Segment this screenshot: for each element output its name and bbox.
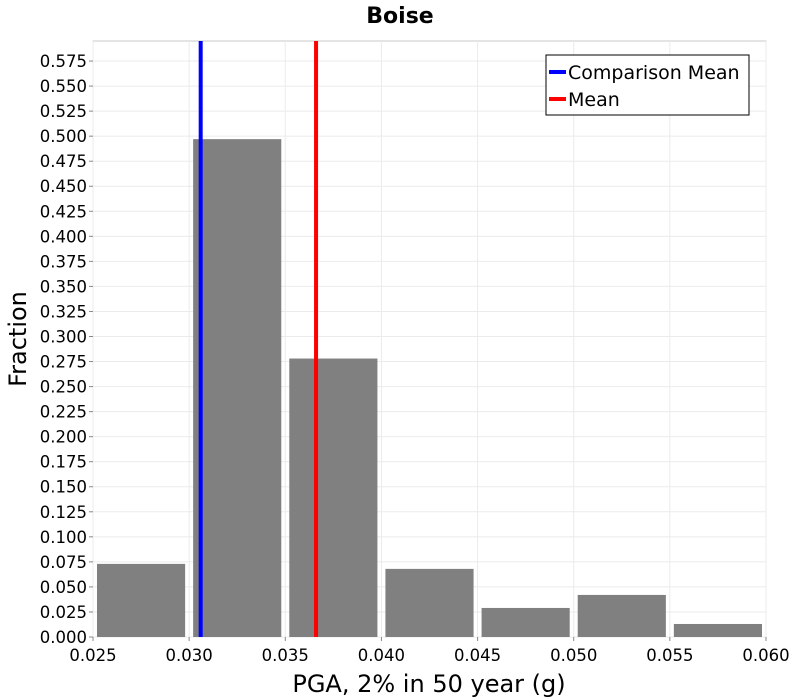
y-tick-label: 0.000 [40,628,87,647]
x-tick-label: 0.035 [262,646,309,665]
y-tick-label: 0.300 [40,327,87,346]
histogram-bar [577,594,666,637]
reference-lines [198,41,319,637]
y-tick-label: 0.525 [40,102,87,121]
x-tick-label: 0.030 [166,646,213,665]
x-axis-label: PGA, 2% in 50 year (g) [292,670,565,698]
y-tick-label: 0.475 [40,152,87,171]
y-axis-ticks: 0.000 0.025 0.050 0.075 0.100 0.125 0.150 0.175… [40,52,93,647]
y-tick-label: 0.050 [40,578,87,597]
y-tick-label: 0.575 [40,52,87,71]
y-tick-label: 0.375 [40,252,87,271]
histogram-bar [289,358,378,637]
histogram-bars [97,139,762,637]
x-tick-label: 0.045 [454,646,501,665]
x-axis-ticks: 0.025 0.030 0.035 0.040 0.045 0.050 0.055 0.060 [69,637,790,665]
y-axis-label: Fraction [4,291,32,387]
y-tick-label: 0.275 [40,353,87,372]
histogram-bar [673,623,762,637]
legend-label: Comparison Mean [568,62,740,84]
histogram-bar [193,139,282,637]
chart-title: Boise [366,4,433,29]
y-tick-label: 0.450 [40,177,87,196]
y-tick-label: 0.400 [40,227,87,246]
y-tick-label: 0.250 [40,378,87,397]
y-tick-label: 0.175 [40,453,87,472]
x-tick-label: 0.050 [550,646,597,665]
x-tick-label: 0.040 [358,646,405,665]
y-tick-label: 0.100 [40,528,87,547]
x-tick-label: 0.060 [742,646,789,665]
y-tick-label: 0.550 [40,77,87,96]
histogram-bar [481,607,570,637]
y-tick-label: 0.150 [40,478,87,497]
histogram-bar [97,563,186,637]
y-tick-label: 0.500 [40,127,87,146]
y-tick-label: 0.200 [40,428,87,447]
legend-box [545,54,750,116]
histogram-bar [385,568,474,637]
x-tick-label: 0.025 [69,646,116,665]
y-tick-label: 0.075 [40,553,87,572]
y-tick-label: 0.350 [40,277,87,296]
legend: Comparison Mean Mean [545,54,750,116]
x-tick-label: 0.055 [646,646,693,665]
y-tick-label: 0.125 [40,503,87,522]
y-tick-label: 0.225 [40,403,87,422]
legend-label: Mean [568,89,620,111]
y-tick-label: 0.025 [40,603,87,622]
y-tick-label: 0.425 [40,202,87,221]
y-tick-label: 0.325 [40,302,87,321]
